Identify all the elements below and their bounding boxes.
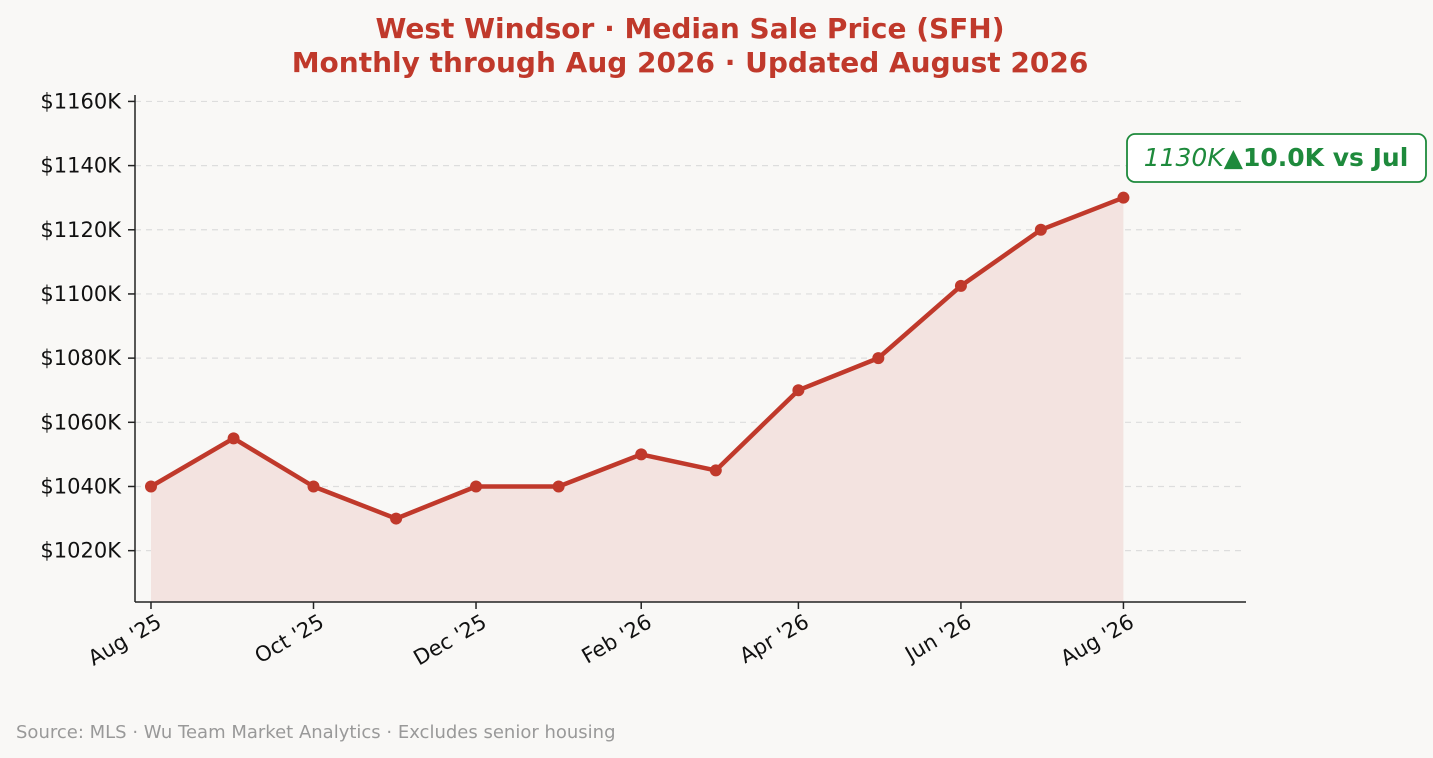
data-point (709, 464, 722, 477)
data-point (470, 480, 483, 493)
y-tick-label: $1140K (40, 154, 122, 178)
x-tick-label: Oct '25 (251, 610, 328, 669)
x-tick-label: Apr '26 (736, 610, 813, 669)
data-point (954, 279, 967, 292)
data-points (144, 191, 1130, 525)
svg-text:1130K▲10.0K vs Jul: 1130K▲10.0K vs Jul (1144, 143, 1409, 172)
x-tick-label: Aug '25 (84, 610, 165, 671)
y-tick-label: $1100K (40, 282, 122, 306)
y-tick-label: $1120K (40, 218, 122, 242)
callout-change: ▲10.0K vs Jul (1224, 143, 1409, 172)
data-point (792, 384, 805, 397)
y-tick-label: $1080K (40, 346, 122, 370)
x-tick-label: Dec '25 (409, 610, 490, 671)
chart-title: West Windsor · Median Sale Price (SFH) (375, 12, 1004, 45)
callout-box (1126, 133, 1427, 183)
y-tick-label: $1160K (40, 89, 122, 113)
data-point (872, 352, 885, 365)
x-tick-label: Aug '26 (1056, 610, 1137, 671)
data-point (144, 480, 157, 493)
chart-subtitle: Monthly through Aug 2026 · Updated Augus… (292, 46, 1089, 79)
x-tick-label: Feb '26 (578, 610, 656, 669)
x-tick-label: Jun '26 (899, 610, 975, 668)
data-point (390, 512, 403, 525)
area-fill (151, 197, 1124, 602)
callout-value: 1130K (1144, 143, 1227, 172)
y-axis-ticks: $1020K $1040K $1060K $1080K $1100K $1120K $114… (40, 89, 135, 563)
data-point (307, 480, 320, 493)
data-point (552, 480, 565, 493)
y-tick-label: $1020K (40, 539, 122, 563)
data-point (635, 448, 648, 461)
x-axis-ticks: Aug '25 Oct '25 Dec '25 Feb '26 Apr '26 Jun '… (84, 602, 1138, 670)
source-note: Source: MLS · Wu Team Market Analytics ·… (16, 722, 616, 743)
y-tick-label: $1060K (40, 410, 122, 434)
data-point (1117, 191, 1130, 204)
latest-value-callout: 1130K▲10.0K vs Jul (1126, 133, 1427, 183)
data-point (1034, 223, 1047, 236)
data-point (227, 432, 240, 445)
y-tick-label: $1040K (40, 474, 122, 498)
